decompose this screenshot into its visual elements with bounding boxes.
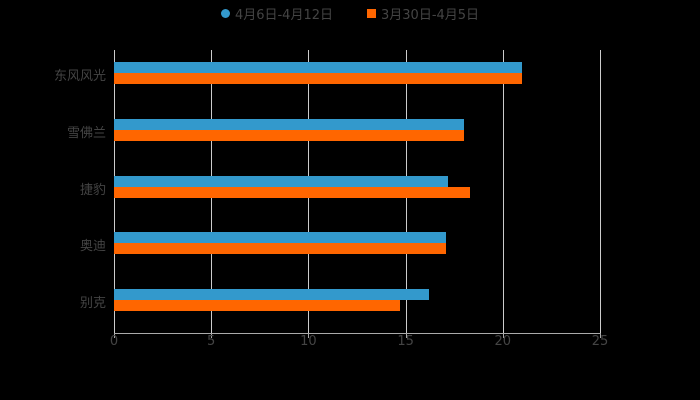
x-tick-label: 20: [494, 334, 512, 349]
bar[interactable]: [114, 129, 464, 141]
x-tick: [308, 333, 310, 338]
bar[interactable]: [114, 73, 523, 85]
category-label: 东风风光: [53, 69, 106, 85]
category-label: 雪佛兰: [66, 125, 106, 141]
category-label: 捷豹: [79, 182, 106, 198]
chart-legend: 4月6日-4月12日 3月30日-4月5日: [0, 4, 700, 23]
bar[interactable]: [114, 232, 447, 244]
x-tick: [211, 333, 213, 338]
x-tick: [502, 333, 504, 338]
x-tick-label: 0: [109, 334, 119, 349]
legend-square-icon: [367, 9, 376, 18]
gridline: [600, 50, 601, 333]
legend-circle-icon: [220, 9, 230, 18]
bar[interactable]: [114, 186, 470, 198]
bar[interactable]: [114, 62, 523, 74]
legend-label: 4月6日-4月12日: [234, 8, 333, 23]
legend-item-series-1[interactable]: 4月6日-4月12日: [220, 4, 333, 23]
bar[interactable]: [114, 118, 464, 130]
bar[interactable]: [114, 243, 447, 255]
plot-area: [114, 50, 601, 338]
x-axis-line: [114, 333, 600, 334]
x-tick-label: 10: [300, 334, 317, 349]
x-tick-label: 25: [591, 334, 609, 349]
gridline: [502, 50, 504, 333]
bar[interactable]: [114, 299, 400, 311]
x-tick: [114, 333, 115, 338]
x-tick: [600, 333, 601, 338]
legend-item-series-2[interactable]: 3月30日-4月5日: [367, 4, 479, 23]
category-label: 别克: [79, 295, 106, 311]
bar[interactable]: [114, 288, 429, 300]
category-label: 奥迪: [79, 239, 106, 255]
x-tick-label: 5: [207, 334, 216, 349]
x-tick-label: 15: [397, 334, 414, 349]
legend-label: 3月30日-4月5日: [381, 8, 480, 23]
bar[interactable]: [114, 175, 449, 187]
x-tick: [405, 333, 407, 338]
